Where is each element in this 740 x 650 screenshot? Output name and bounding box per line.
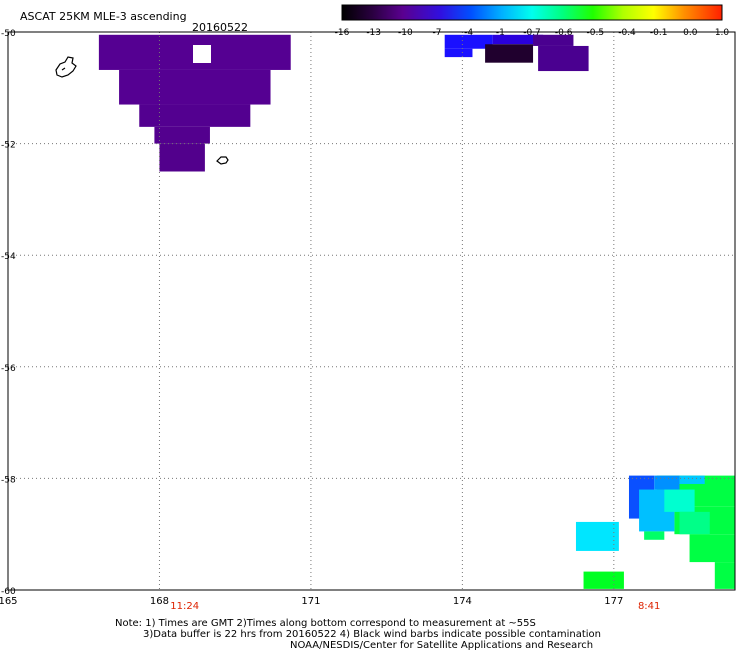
x-tick-label: 171 [301,596,320,607]
colorbar-tick-label: -16 [335,28,350,38]
x-tick-label: 174 [453,596,472,607]
island-outline [55,56,77,78]
footer-credit: NOAA/NESDIS/Center for Satellite Applica… [290,640,593,650]
x-tick-label: 168 [150,596,169,607]
x-tick-label: 165 [0,596,18,607]
colorbar-tick-label: -0.5 [587,28,605,38]
wind-cell [679,475,705,484]
map-title: ASCAT 25KM MLE-3 ascending [20,10,187,23]
wind-cell [159,143,205,172]
colorbar: -16 -13 -10 -7 -4 -1 -0.7 -0.6 -0.5 -0.4 -0.1 0.0 1.… [335,4,730,38]
wind-cell [583,571,624,589]
wind-cell [664,489,695,512]
colorbar-tick-label: -10 [398,28,413,38]
pass-time-label: 8:41 [638,601,660,612]
colorbar-tick-label: 0.0 [683,28,698,38]
wind-cell [485,44,534,63]
wind-cell [575,521,619,551]
colorbar-tick-label: -13 [366,28,381,38]
colorbar-tick-label: -1 [496,28,505,38]
wind-cell [444,34,493,49]
wind-cell [119,69,271,105]
colorbar-tick-label: -0.6 [555,28,573,38]
y-tick-label: -52 [1,141,16,151]
colorbar-scale [341,4,723,21]
wind-cell [444,48,473,58]
colorbar-tick-label: -4 [464,28,473,38]
island-outline [216,156,229,165]
colorbar-tick-label: -0.4 [618,28,636,38]
map-date: 20160522 [192,21,248,34]
wind-cell [139,104,251,127]
y-tick-label: -60 [1,587,16,597]
colorbar-tick-label: 1.0 [715,28,730,38]
wind-cell [538,45,589,72]
y-tick-label: -50 [1,29,16,39]
colorbar-tick-label: -7 [433,28,442,38]
plot-frame [7,31,736,591]
y-tick-label: -54 [1,252,16,262]
wind-cell [154,126,210,144]
y-tick-label: -58 [1,475,16,485]
footer-note-2: 3)Data buffer is 22 hrs from 20160522 4)… [143,629,601,640]
colorbar-tick-label: -0.7 [523,28,541,38]
wind-cell [492,34,544,45]
wind-cell [689,534,735,563]
colorbar-tick-label: -0.1 [650,28,668,38]
data-gap [193,45,211,63]
y-tick-label: -56 [1,364,16,374]
x-tick-label: 177 [604,596,623,607]
wind-cell [533,34,574,46]
pass-time-label: 11:24 [170,601,199,612]
wind-cell [679,511,710,535]
wind-cell [654,475,680,490]
wind-cell [714,562,735,589]
footer-note-1: Note: 1) Times are GMT 2)Times along bot… [115,618,536,629]
wind-cell [644,531,665,540]
plot-area: 165 168 171 174 177 -50 -52 -54 -56 -58 -60 11:24… [0,29,736,612]
